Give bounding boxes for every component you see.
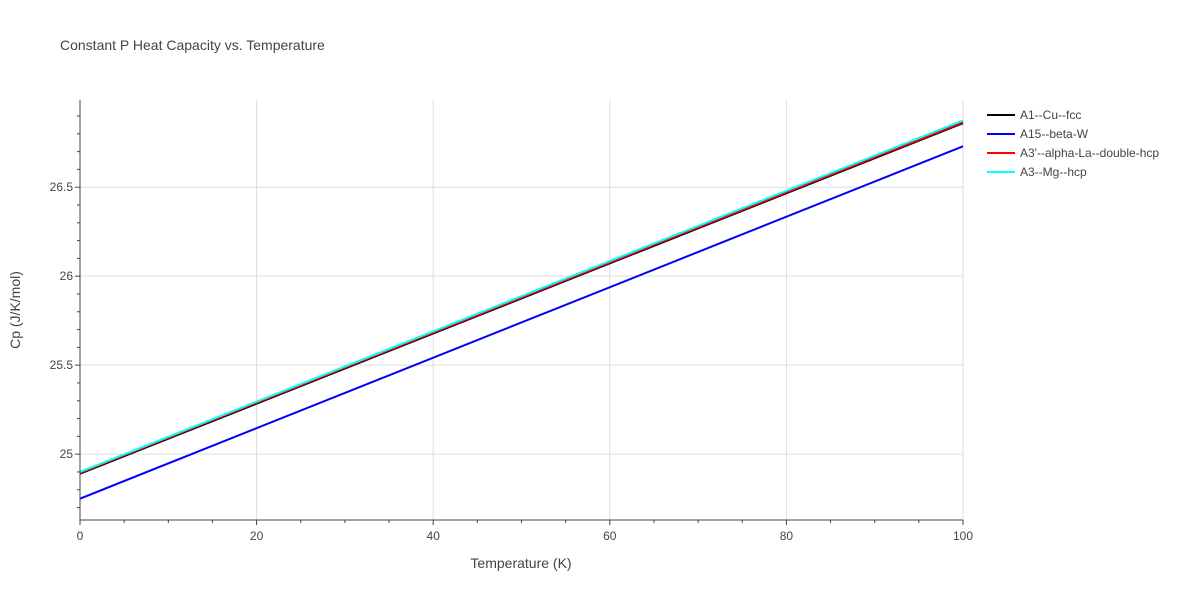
legend-label: A3--Mg--hcp [1020, 165, 1087, 179]
x-axis-title: Temperature (K) [470, 555, 571, 571]
y-tick-label: 26.5 [50, 180, 74, 194]
legend-item[interactable]: A3--Mg--hcp [987, 165, 1087, 179]
legend-item[interactable]: A3'--alpha-La--double-hcp [987, 146, 1159, 160]
y-tick-label: 25.5 [50, 358, 74, 372]
x-tick-label: 80 [780, 529, 794, 543]
x-tick-label: 60 [603, 529, 617, 543]
series-line-1[interactable] [79, 145, 964, 500]
series-layer [79, 119, 964, 500]
x-tick-label: 100 [953, 529, 973, 543]
legend-item[interactable]: A1--Cu--fcc [987, 108, 1081, 122]
legend-label: A15--beta-W [1020, 127, 1089, 141]
x-tick-label: 20 [250, 529, 264, 543]
axes-layer: 0 20 40 60 80 100 25 25.5 26 26.5 [50, 100, 973, 543]
series-line-3[interactable] [79, 119, 964, 473]
x-tick-label: 0 [77, 529, 84, 543]
y-tick-label: 25 [60, 447, 74, 461]
legend-label: A3'--alpha-La--double-hcp [1020, 146, 1159, 160]
x-tick-label: 40 [427, 529, 441, 543]
y-axis-title: Cp (J/K/mol) [7, 271, 23, 349]
chart-title: Constant P Heat Capacity vs. Temperature [60, 37, 325, 53]
y-tick-label: 26 [60, 269, 74, 283]
legend-item[interactable]: A15--beta-W [987, 127, 1089, 141]
legend-label: A1--Cu--fcc [1020, 108, 1081, 122]
grid-layer [80, 100, 964, 520]
legend[interactable]: A1--Cu--fcc A15--beta-W A3'--alpha-La--dou… [987, 108, 1159, 179]
